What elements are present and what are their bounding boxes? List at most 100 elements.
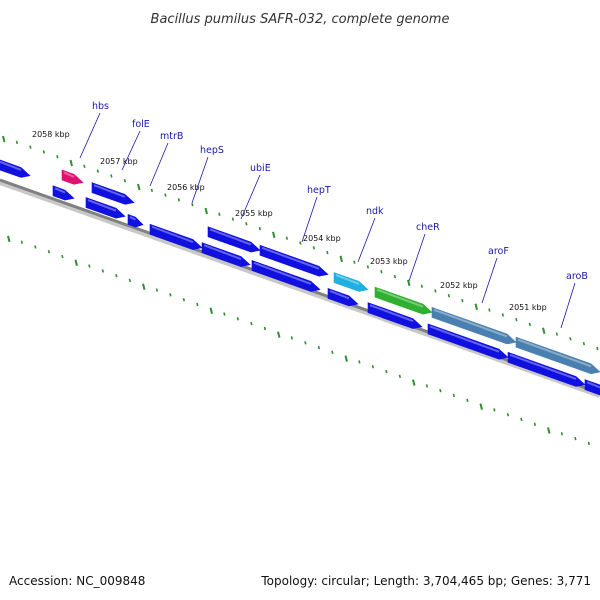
cds-arrow [584, 379, 600, 396]
scale-tick [101, 269, 105, 273]
scale-tick [506, 412, 510, 417]
scale-tick [137, 183, 141, 191]
scale-tick [164, 193, 167, 197]
scale-tick [425, 384, 429, 388]
scale-tick [412, 379, 416, 386]
gene-label-hepT: hepT [307, 185, 331, 196]
kbp-label-2051: 2051 kbp [509, 303, 547, 312]
cds-arrow [427, 323, 509, 360]
scale-tick [569, 337, 572, 341]
scale-tick [528, 322, 532, 327]
scale-tick [479, 403, 483, 410]
scale-tick [277, 331, 281, 338]
scale-tick [245, 222, 248, 226]
scale-tick [88, 264, 91, 268]
scale-tick [574, 436, 577, 441]
scale-tick [533, 422, 537, 426]
gene-label-hbs: hbs [92, 101, 109, 112]
genome-summary-text: Topology: circular; Length: 3,704,465 bp… [260, 574, 591, 588]
scale-tick [191, 202, 194, 207]
scale-tick [204, 207, 208, 215]
scale-tick [290, 336, 294, 340]
scale-tick [123, 179, 127, 183]
scale-tick [501, 313, 505, 317]
scale-tick [596, 346, 599, 351]
scale-tick [331, 350, 334, 355]
scale-tick [555, 332, 559, 336]
scale-tick [15, 140, 19, 145]
scale-tick [393, 274, 397, 279]
scale-tick [56, 155, 59, 159]
scale-tick [461, 298, 464, 303]
scale-tick [560, 432, 564, 436]
gene-labels: hbs folE mtrB hepS ubiE hepT ndk cheR ar… [92, 101, 588, 282]
hepS-gene [201, 242, 251, 267]
kbp-label-2053: 2053 kbp [370, 257, 408, 266]
scale-tick [420, 284, 424, 288]
scale-ticks [2, 135, 599, 446]
hbs-gene [61, 169, 84, 185]
scale-tick [155, 288, 159, 292]
scale-tick [96, 169, 100, 173]
gene-label-ndk: ndk [366, 206, 384, 217]
folE-gene [91, 182, 135, 205]
scale-tick [61, 254, 64, 259]
scale-tick [398, 374, 402, 379]
scale-tick [447, 294, 451, 298]
gene-label-hepS: hepS [200, 145, 224, 156]
scale-tick [407, 279, 411, 287]
scale-tick [312, 246, 316, 250]
gene-label-mtrB: mtrB [160, 131, 183, 142]
cheR-gene [374, 286, 433, 315]
gene-label-lines [79, 112, 576, 329]
scale-tick [169, 293, 172, 297]
scale-tick [209, 307, 213, 314]
scale-tick [488, 308, 491, 312]
scale-tick [587, 441, 591, 446]
scale-tick [542, 327, 546, 335]
scale-tick [285, 236, 289, 240]
cds-arrow [327, 288, 359, 307]
scale-tick [582, 341, 586, 346]
cds-arrow [367, 302, 423, 329]
scale-tick [218, 212, 221, 216]
scale-tick [83, 164, 86, 169]
scale-tick [142, 283, 146, 291]
scale-tick [34, 245, 37, 249]
scale-tick [263, 326, 267, 331]
scale-tick [236, 317, 240, 321]
scale-tick [353, 260, 356, 264]
scale-tick [299, 241, 302, 245]
gene-label-folE: folE [132, 119, 150, 130]
accession-text: Accession: NC_009848 [9, 574, 145, 588]
scale-tick [196, 302, 199, 307]
kbp-label-2052: 2052 kbp [440, 281, 478, 290]
scale-tick [47, 250, 51, 254]
scale-labels: 2058 kbp 2057 kbp 2056 kbp 2055 kbp 2054… [32, 130, 547, 312]
scale-tick [177, 198, 181, 202]
ndk-gene [333, 272, 369, 292]
scale-tick [115, 273, 118, 278]
cds-arrow [52, 185, 75, 201]
scale-tick [439, 389, 442, 393]
kbp-label-2056: 2056 kbp [167, 183, 205, 192]
scale-tick [182, 297, 186, 302]
ubiE-gene [207, 226, 261, 253]
cds-arrow [251, 260, 321, 292]
cds-arrow [0, 159, 31, 178]
gene-label-ubiE: ubiE [250, 163, 271, 174]
scale-tick [7, 235, 11, 243]
map-title: Bacillus pumilus SAFR-032, complete geno… [151, 12, 450, 27]
scale-tick [74, 259, 78, 267]
scale-tick [304, 341, 307, 345]
scale-tick [2, 135, 6, 143]
scale-tick [515, 317, 518, 322]
scale-tick [317, 345, 321, 350]
scale-tick [272, 231, 276, 239]
scale-tick [547, 427, 551, 434]
scale-tick [258, 226, 262, 231]
gene-label-aroB: aroB [566, 271, 588, 282]
scale-tick [520, 417, 523, 422]
scale-tick [69, 159, 73, 167]
aroF-gene [431, 306, 517, 345]
